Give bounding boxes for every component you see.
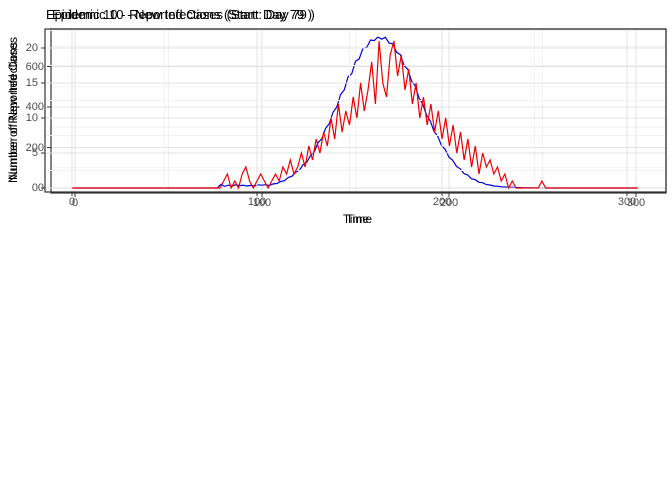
y-tick-label: 20 bbox=[25, 42, 38, 54]
x-tick-label: 0 bbox=[71, 197, 79, 209]
x-tick-label: 200 bbox=[432, 196, 452, 208]
y-tick-label: 200 bbox=[25, 141, 44, 154]
y-tick-label: 0 bbox=[37, 182, 44, 194]
x-tick-label: 100 bbox=[247, 196, 267, 208]
reported-cases-line bbox=[72, 40, 639, 190]
chart-title: Epidemic 10 - Reported Cases (Start: Day… bbox=[46, 7, 315, 22]
y-tick-label: 10 bbox=[25, 112, 38, 124]
reported-cases-plot-panel bbox=[41, 28, 667, 196]
y-axis-title: Number of Reported Cases bbox=[6, 36, 20, 184]
x-tick-label: 300 bbox=[617, 196, 637, 208]
x-tick-label: 100 bbox=[252, 197, 272, 209]
x-axis-title: Time bbox=[345, 212, 373, 226]
y-tick-label: 0 bbox=[31, 182, 38, 194]
x-tick-label: 0 bbox=[68, 196, 76, 208]
y-tick-label: 15 bbox=[25, 77, 38, 89]
y-tick-label: 5 bbox=[31, 147, 38, 159]
x-tick-label: 200 bbox=[439, 197, 459, 209]
chart-title: Epidemic 10 - New Infections (Start: Day… bbox=[52, 7, 313, 22]
y-tick-label: 600 bbox=[25, 60, 44, 73]
reported-cases-chart: Epidemic 10 - Reported Cases (Start: Day… bbox=[6, 7, 667, 226]
x-axis-title: Time bbox=[342, 212, 370, 226]
x-tick-label: 300 bbox=[626, 197, 646, 209]
y-tick-label: 400 bbox=[25, 101, 44, 113]
